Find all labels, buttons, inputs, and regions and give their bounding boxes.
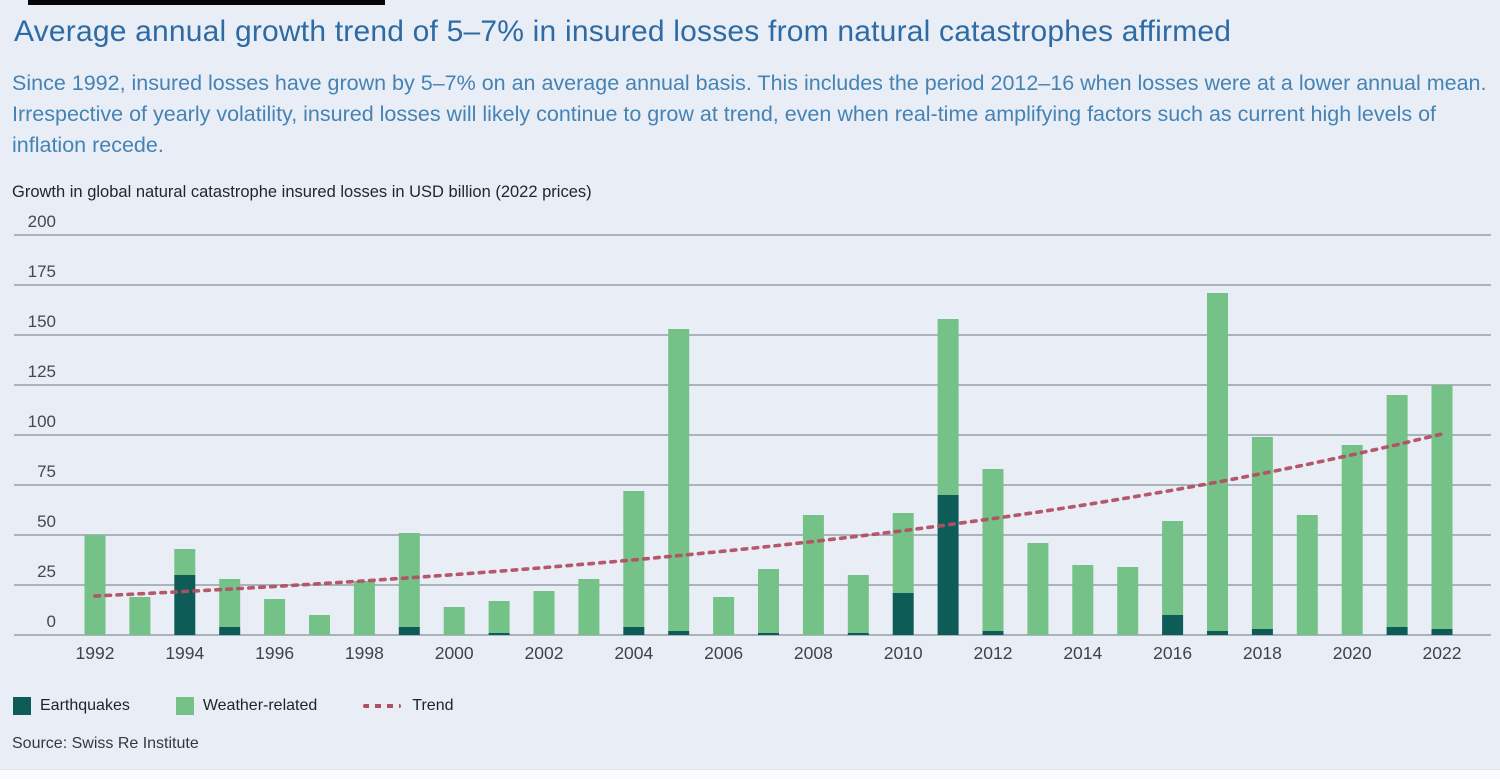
legend-label-earthquakes: Earthquakes [40, 697, 130, 714]
weather-swatch-icon [175, 697, 194, 715]
bar-2016-weather [1162, 521, 1184, 615]
page-subtitle: Since 1992, insured losses have grown by… [12, 71, 1487, 157]
bar-1999-weather [398, 533, 420, 627]
bar-2001-weather [488, 601, 510, 633]
bar-1996-weather [264, 599, 286, 635]
x-tick-label-2022: 2022 [1423, 643, 1462, 663]
y-tick-label-25: 25 [37, 562, 56, 581]
x-tick-label-2020: 2020 [1333, 643, 1372, 663]
earthquakes-swatch-icon [13, 697, 31, 715]
bar-2003-weather [578, 579, 600, 635]
trend-dashed-line-icon [363, 704, 402, 708]
x-tick-label-2002: 2002 [525, 643, 564, 663]
bar-1995-weather [219, 579, 241, 627]
x-tick-label-2006: 2006 [704, 643, 743, 663]
bar-2021-weather [1386, 395, 1408, 627]
bar-2021-earthquakes [1386, 627, 1408, 635]
y-tick-label-175: 175 [28, 262, 56, 281]
bar-2017-earthquakes [1207, 631, 1228, 635]
y-tick-label-200: 200 [28, 212, 56, 231]
legend-label-trend: Trend [412, 697, 454, 714]
x-tick-label-2010: 2010 [884, 643, 923, 663]
bar-2006-weather [713, 597, 735, 635]
y-tick-label-50: 50 [37, 512, 56, 531]
bottom-edge-strip [0, 769, 1500, 779]
bar-2012-earthquakes [982, 631, 1004, 635]
bar-1994-weather [174, 549, 196, 575]
x-tick-label-2018: 2018 [1243, 643, 1282, 663]
chart-title: Growth in global natural catastrophe ins… [12, 183, 592, 201]
x-tick-label-2004: 2004 [614, 643, 653, 663]
bar-1997-weather [309, 615, 330, 635]
bar-2014-weather [1072, 565, 1094, 635]
bar-2005-weather [668, 329, 690, 631]
y-tick-label-125: 125 [28, 362, 56, 381]
x-tick-label-1994: 1994 [165, 643, 204, 663]
bar-2005-earthquakes [668, 631, 690, 635]
chart-area: 200 175 150 125 100 75 50 25 0 1992 1994 1996 1998 20… [0, 208, 1500, 678]
bar-2015-weather [1117, 567, 1139, 635]
bar-2002-weather [533, 591, 555, 635]
bar-2009-earthquakes [847, 633, 869, 635]
bar-2012-weather [982, 469, 1004, 631]
bar-1992-weather [84, 535, 106, 635]
bar-2001-earthquakes [488, 633, 510, 635]
legend-item-earthquakes: Earthquakes [13, 697, 130, 715]
bar-2010-weather [892, 513, 914, 593]
chart-legend: Earthquakes Weather-related Trend [13, 695, 499, 717]
y-tick-label-75: 75 [37, 462, 56, 481]
bar-2010-earthquakes [892, 593, 914, 635]
bar-1998-weather [353, 581, 375, 635]
x-tick-label-2000: 2000 [435, 643, 474, 663]
bar-2020-weather [1341, 445, 1363, 635]
video-letterbox-strip [28, 0, 385, 5]
bar-1993-weather [129, 597, 151, 635]
x-tick-label-2016: 2016 [1153, 643, 1192, 663]
bar-2022-earthquakes [1431, 629, 1453, 635]
bar-2022-weather [1431, 385, 1453, 629]
bar-2008-weather [802, 515, 824, 635]
x-tick-label-2012: 2012 [974, 643, 1013, 663]
bar-2018-earthquakes [1251, 629, 1273, 635]
bar-1999-earthquakes [398, 627, 420, 635]
bar-2013-weather [1027, 543, 1049, 635]
x-tick-label-2008: 2008 [794, 643, 833, 663]
bar-2019-weather [1296, 515, 1318, 635]
bar-2004-earthquakes [623, 627, 645, 635]
legend-item-trend: Trend [363, 697, 453, 715]
bar-2000-weather [443, 607, 465, 635]
bar-1994-earthquakes [174, 575, 196, 635]
x-tick-label-1998: 1998 [345, 643, 384, 663]
page-title: Average annual growth trend of 5–7% in i… [14, 15, 1232, 48]
trend-line [93, 432, 1444, 598]
x-tick-label-1992: 1992 [76, 643, 115, 663]
legend-item-weather: Weather-related [175, 697, 318, 715]
y-tick-label-0: 0 [47, 612, 56, 631]
legend-label-weather: Weather-related [202, 697, 318, 714]
bar-1995-earthquakes [219, 627, 241, 635]
x-tick-label-1996: 1996 [255, 643, 294, 663]
bar-2018-weather [1251, 437, 1273, 629]
bar-2009-weather [847, 575, 869, 633]
bar-2007-weather [758, 569, 779, 633]
bar-2017-weather [1207, 293, 1228, 631]
x-tick-label-2014: 2014 [1063, 643, 1102, 663]
bar-2016-earthquakes [1162, 615, 1184, 635]
y-tick-label-150: 150 [28, 312, 56, 331]
bar-2007-earthquakes [758, 633, 779, 635]
source-note: Source: Swiss Re Institute [12, 735, 199, 752]
chart-svg: 200 175 150 125 100 75 50 25 0 1992 1994 1996 1998 20… [14, 212, 1491, 663]
bar-2011-earthquakes [937, 495, 959, 635]
bar-2011-weather [937, 319, 959, 495]
y-tick-label-100: 100 [28, 412, 56, 431]
